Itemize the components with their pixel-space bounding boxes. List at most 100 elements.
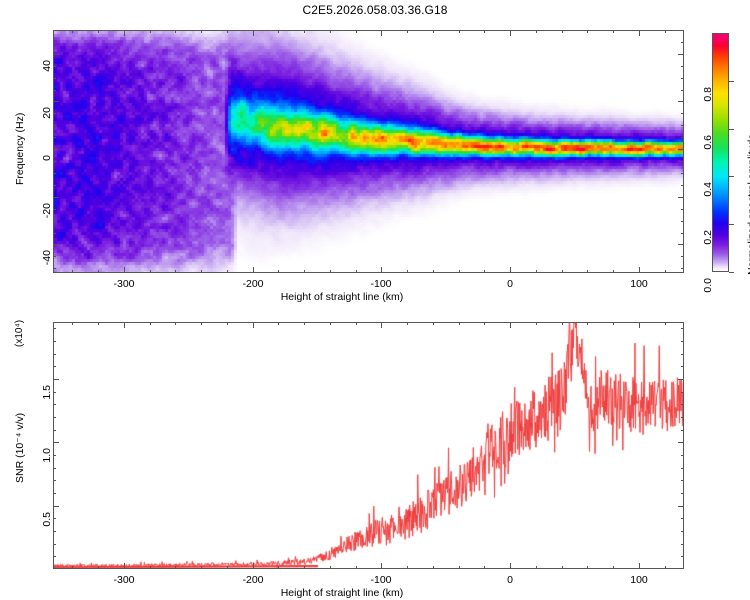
axis-tick bbox=[459, 322, 460, 325]
axis-tick bbox=[381, 30, 382, 36]
axis-tick bbox=[678, 149, 684, 150]
axis-tick bbox=[665, 270, 666, 273]
axis-tick bbox=[175, 270, 176, 273]
axis-tick bbox=[53, 417, 56, 418]
axis-tick-label: 1.5 bbox=[41, 385, 53, 400]
axis-tick bbox=[587, 270, 588, 273]
axis-tick bbox=[227, 566, 228, 569]
axis-tick bbox=[124, 563, 125, 569]
axis-tick bbox=[53, 42, 56, 43]
axis-tick bbox=[681, 113, 684, 114]
axis-tick bbox=[53, 531, 56, 532]
axis-tick bbox=[98, 270, 99, 273]
axis-tick bbox=[278, 270, 279, 273]
axis-tick bbox=[124, 322, 125, 328]
axis-tick bbox=[381, 267, 382, 273]
axis-tick-label: 40 bbox=[41, 60, 53, 72]
snr-y-axis-label: SNR (10⁻⁴ v/v) bbox=[14, 412, 26, 483]
axis-tick-label: 100 bbox=[630, 574, 648, 586]
axis-tick bbox=[433, 322, 434, 325]
axis-tick-label: -300 bbox=[113, 278, 135, 290]
axis-tick bbox=[227, 30, 228, 33]
axis-tick bbox=[678, 442, 684, 443]
axis-tick-label: -200 bbox=[242, 278, 264, 290]
axis-tick bbox=[53, 328, 56, 329]
axis-tick bbox=[681, 209, 684, 210]
axis-tick bbox=[278, 566, 279, 569]
axis-tick bbox=[681, 256, 684, 257]
axis-tick bbox=[227, 270, 228, 273]
axis-tick bbox=[484, 566, 485, 569]
axis-tick bbox=[53, 90, 56, 91]
axis-tick bbox=[678, 197, 684, 198]
axis-tick bbox=[53, 366, 56, 367]
axis-tick bbox=[613, 566, 614, 569]
axis-tick bbox=[665, 566, 666, 569]
axis-tick bbox=[53, 341, 56, 342]
axis-tick bbox=[150, 322, 151, 325]
axis-tick bbox=[681, 430, 684, 431]
axis-tick bbox=[53, 544, 56, 545]
axis-tick bbox=[562, 270, 563, 273]
axis-tick bbox=[587, 322, 588, 325]
axis-tick bbox=[562, 30, 563, 33]
axis-tick bbox=[53, 125, 56, 126]
axis-tick-label: 0.6 bbox=[702, 135, 714, 150]
axis-tick bbox=[53, 137, 56, 138]
axis-tick-label: 0 bbox=[507, 278, 513, 290]
spectrogram-panel bbox=[53, 30, 684, 273]
axis-tick bbox=[729, 176, 734, 177]
axis-tick bbox=[613, 322, 614, 325]
axis-tick bbox=[681, 417, 684, 418]
axis-tick bbox=[253, 563, 254, 569]
axis-tick bbox=[72, 566, 73, 569]
axis-tick bbox=[381, 563, 382, 569]
axis-tick bbox=[587, 30, 588, 33]
axis-tick bbox=[253, 322, 254, 328]
axis-tick bbox=[278, 322, 279, 325]
axis-tick bbox=[678, 101, 684, 102]
axis-tick bbox=[304, 566, 305, 569]
axis-tick bbox=[433, 566, 434, 569]
axis-tick bbox=[175, 322, 176, 325]
axis-tick bbox=[562, 566, 563, 569]
axis-tick bbox=[639, 267, 640, 273]
axis-tick bbox=[304, 322, 305, 325]
axis-tick bbox=[681, 221, 684, 222]
spectrogram-image bbox=[54, 31, 683, 272]
axis-tick bbox=[53, 518, 56, 519]
axis-tick bbox=[681, 42, 684, 43]
axis-tick bbox=[53, 455, 56, 456]
axis-tick bbox=[356, 322, 357, 325]
axis-tick bbox=[124, 30, 125, 36]
axis-tick-label: -100 bbox=[370, 278, 392, 290]
axis-tick bbox=[53, 149, 59, 150]
axis-tick bbox=[253, 30, 254, 36]
axis-tick bbox=[53, 480, 56, 481]
axis-tick bbox=[53, 101, 59, 102]
axis-tick bbox=[678, 244, 684, 245]
axis-tick-label: -40 bbox=[41, 250, 53, 266]
axis-tick bbox=[681, 455, 684, 456]
snr-y-exponent-label: (x10⁴) bbox=[14, 319, 25, 347]
axis-tick bbox=[665, 30, 666, 33]
axis-tick bbox=[53, 113, 56, 114]
axis-tick-label: 0.2 bbox=[702, 230, 714, 245]
axis-tick-label: 0.0 bbox=[702, 278, 714, 293]
axis-tick bbox=[356, 270, 357, 273]
axis-tick bbox=[536, 270, 537, 273]
axis-tick bbox=[53, 185, 56, 186]
axis-tick bbox=[665, 322, 666, 325]
axis-tick bbox=[330, 566, 331, 569]
axis-tick bbox=[201, 566, 202, 569]
axis-tick bbox=[459, 566, 460, 569]
axis-tick-label: -300 bbox=[113, 574, 135, 586]
axis-tick-label: 0.8 bbox=[702, 87, 714, 102]
axis-tick bbox=[536, 566, 537, 569]
snr-trace-plot bbox=[54, 323, 683, 568]
axis-tick bbox=[681, 531, 684, 532]
axis-tick bbox=[681, 518, 684, 519]
axis-tick bbox=[201, 30, 202, 33]
axis-tick bbox=[201, 322, 202, 325]
